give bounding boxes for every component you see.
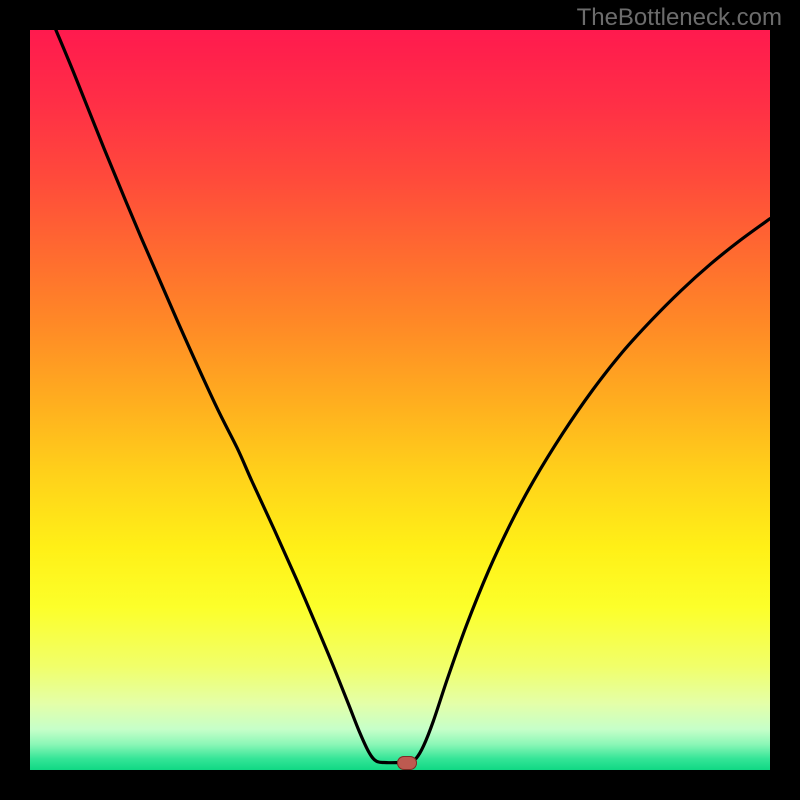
plot-area [30, 30, 770, 770]
bottleneck-curve [30, 30, 770, 770]
chart-container: TheBottleneck.com [0, 0, 800, 800]
optimal-point-marker [397, 756, 417, 770]
watermark-text: TheBottleneck.com [577, 4, 782, 32]
